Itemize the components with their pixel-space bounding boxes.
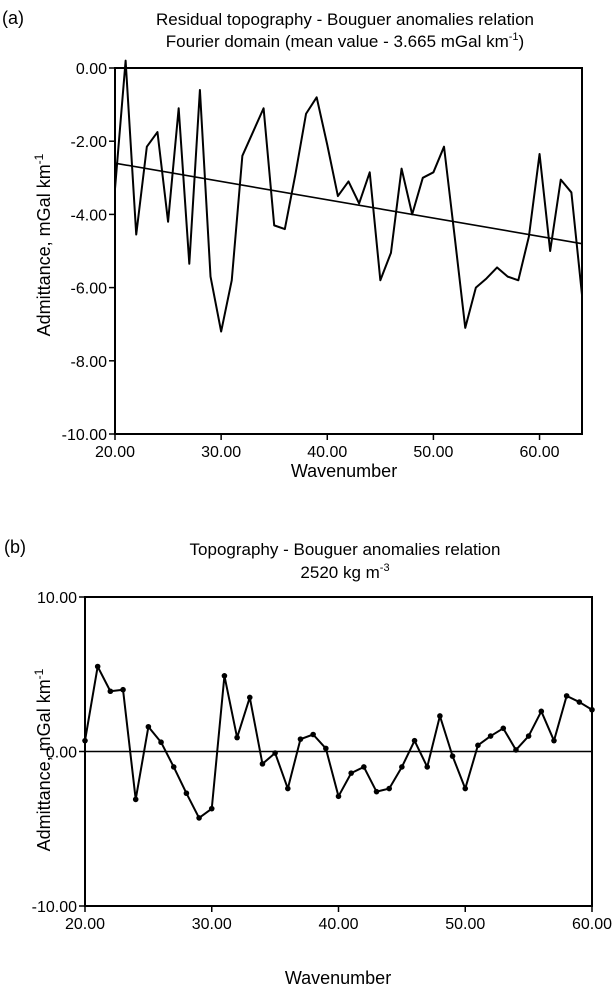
- chart-subtitle-b: 2520 kg m-3: [300, 562, 389, 582]
- x-tick-label: 30.00: [192, 916, 232, 933]
- data-point: [170, 764, 177, 770]
- data-point: [487, 733, 494, 739]
- x-tick-label: 40.00: [318, 916, 358, 933]
- data-point: [475, 742, 481, 749]
- data-point: [145, 723, 152, 730]
- data-point: [285, 785, 291, 792]
- panel-label-a: (a): [2, 8, 24, 28]
- svg-text:Admittance, mGal km-1: Admittance, mGal km-1: [32, 668, 54, 851]
- chart-panel-a: (a) Residual topography - Bouguer anomal…: [2, 8, 583, 481]
- x-tick-label: 30.00: [201, 444, 241, 461]
- plot-frame-a: [114, 67, 583, 435]
- data-point: [373, 788, 380, 795]
- y-axis-label-a: Admittance, mGal km-1: [32, 153, 54, 336]
- series-line: [114, 59, 583, 333]
- data-point: [94, 663, 101, 670]
- x-tick-label: 50.00: [413, 444, 453, 461]
- y-tick-label: -10.00: [62, 427, 107, 444]
- data-point: [208, 805, 215, 812]
- data-point: [310, 731, 316, 738]
- x-tick-label: 20.00: [95, 444, 135, 461]
- x-tick-label: 20.00: [65, 916, 105, 933]
- data-point: [82, 737, 88, 744]
- data-point: [221, 672, 228, 679]
- data-point: [361, 764, 367, 770]
- data-point: [234, 734, 240, 741]
- data-point: [132, 796, 139, 803]
- trend-line: [114, 162, 583, 245]
- x-tick-label: 40.00: [307, 444, 347, 461]
- data-point: [259, 761, 266, 767]
- x-axis-label-a: Wavenumber: [291, 461, 397, 481]
- data-point: [386, 785, 393, 792]
- y-tick-label: -6.00: [71, 281, 108, 298]
- svg-text:Admittance, mGal km-1: Admittance, mGal km-1: [32, 153, 54, 336]
- y-tick-label: 0.00: [46, 745, 77, 762]
- data-point: [272, 750, 278, 756]
- data-point: [411, 737, 418, 744]
- x-tick-label: 50.00: [445, 916, 485, 933]
- y-tick-label: -4.00: [71, 207, 108, 224]
- panel-label-b: (b): [4, 537, 26, 557]
- data-point: [196, 815, 202, 821]
- chart-panel-b: (b) Topography - Bouguer anomalies relat…: [4, 537, 612, 988]
- data-point: [500, 725, 507, 732]
- data-point: [462, 785, 469, 792]
- data-point: [437, 713, 443, 719]
- data-point: [297, 736, 304, 742]
- data-point: [525, 733, 532, 739]
- chart-title-b: Topography - Bouguer anomalies relation: [190, 540, 501, 559]
- data-point: [323, 745, 329, 752]
- y-tick-label: -2.00: [71, 134, 108, 151]
- series-group-b: [82, 663, 595, 821]
- data-point: [246, 694, 253, 701]
- chart-subtitle-a: Fourier domain (mean value - 3.665 mGal …: [166, 31, 524, 51]
- chart-title-a: Residual topography - Bouguer anomalies …: [156, 10, 534, 29]
- x-tick-label: 60.00: [572, 916, 612, 933]
- data-point: [424, 764, 431, 770]
- data-point: [120, 686, 126, 693]
- data-point: [513, 747, 519, 753]
- data-point: [158, 739, 164, 746]
- y-axis-label-b: Admittance, mGal km-1: [32, 668, 54, 851]
- x-axis-label-b: Wavenumber: [285, 968, 391, 988]
- data-point: [183, 790, 190, 797]
- data-point: [551, 737, 557, 744]
- y-tick-label: -10.00: [32, 899, 77, 916]
- data-point: [449, 753, 456, 759]
- axis-ticks-b: 20.00 30.00 40.00 50.00 60.00 10.00 0.00 -10.00: [32, 590, 612, 933]
- data-point: [107, 688, 114, 695]
- data-point: [589, 706, 595, 713]
- data-point: [563, 693, 570, 699]
- y-tick-label: -8.00: [71, 354, 108, 371]
- y-tick-label: 10.00: [37, 590, 77, 607]
- data-point: [348, 770, 354, 776]
- axis-ticks-a: 20.00 30.00 40.00 50.00 60.00 0.00 -2.00 -4.00 -…: [62, 61, 560, 461]
- data-point: [538, 708, 545, 715]
- y-tick-label: 0.00: [76, 61, 107, 78]
- data-point: [335, 793, 342, 800]
- x-tick-label: 60.00: [520, 444, 560, 461]
- series-group-a: [114, 59, 583, 333]
- data-point: [576, 699, 583, 705]
- data-point: [399, 764, 405, 770]
